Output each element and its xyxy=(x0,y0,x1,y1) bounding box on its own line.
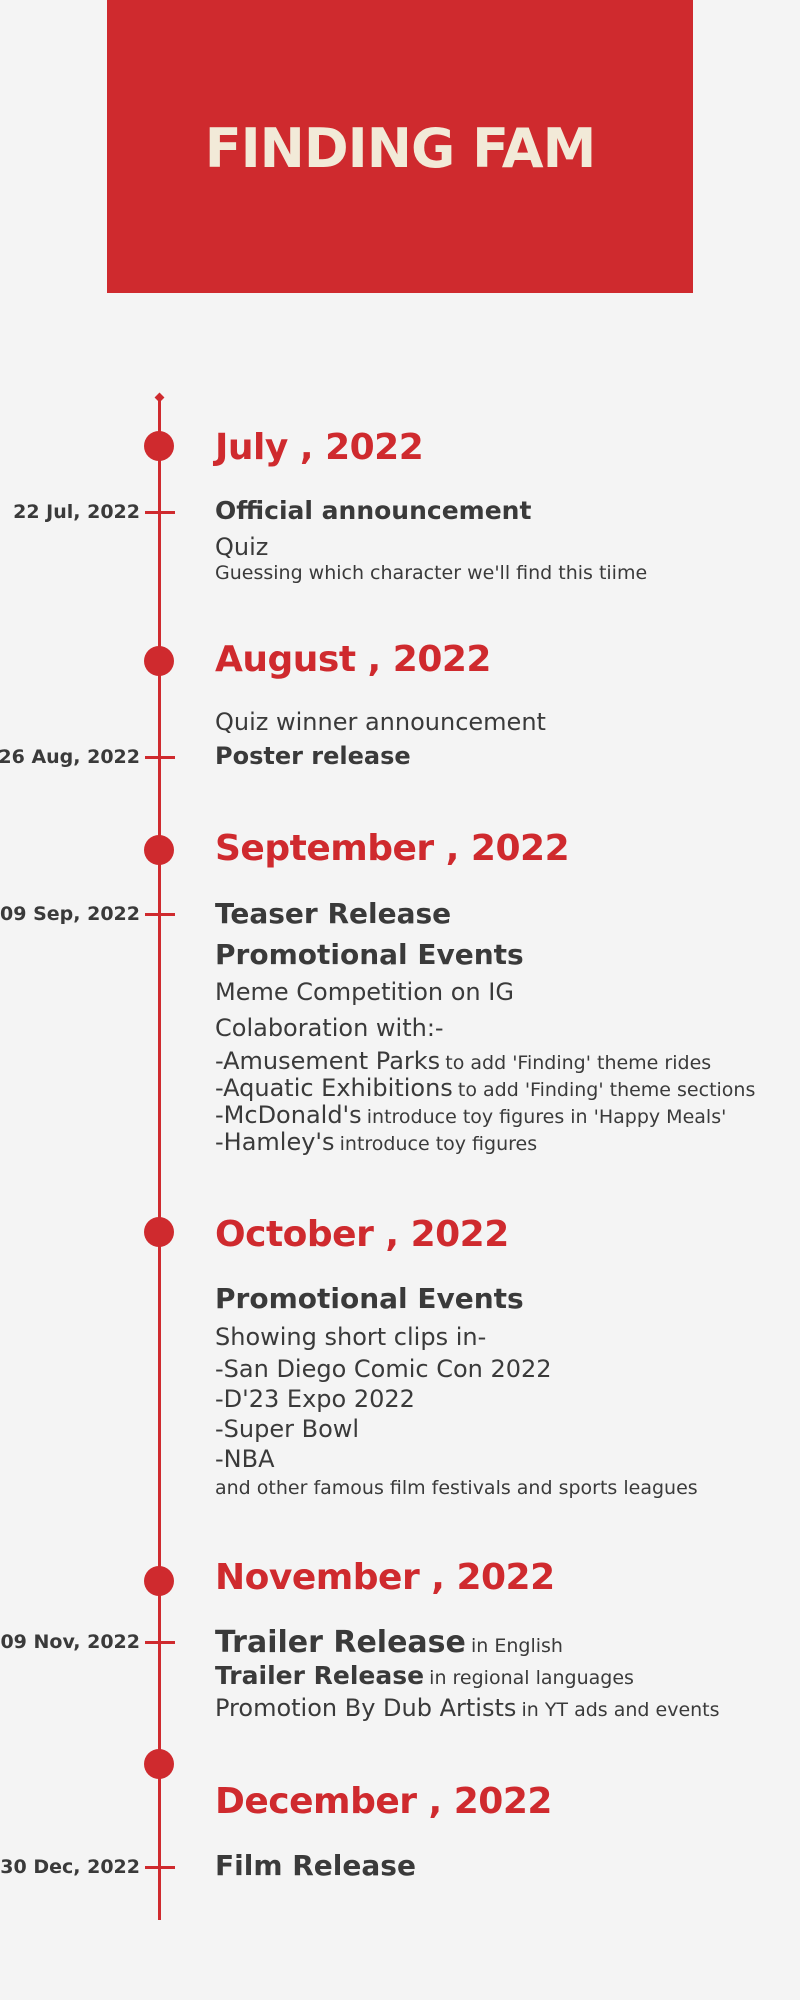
dub-artists-label: Promotion By Dub Artists xyxy=(215,1694,517,1722)
milestone-dot-august xyxy=(144,646,174,676)
collab-name: -McDonald's xyxy=(215,1101,362,1129)
collab-name: -Aquatic Exhibitions xyxy=(215,1074,453,1102)
date-tick-aug xyxy=(145,756,175,759)
collab-item: -McDonald's introduce toy figures in 'Ha… xyxy=(215,1101,727,1130)
month-heading-december: December , 2022 xyxy=(215,1781,552,1822)
date-tick-nov xyxy=(145,1641,175,1644)
meme-competition: Meme Competition on IG xyxy=(215,978,514,1006)
promotional-events-oct: Promotional Events xyxy=(215,1282,524,1315)
page-title: FINDING FAM xyxy=(204,117,597,180)
date-label-sep: 09 Sep, 2022 xyxy=(0,903,140,925)
event-item: -D'23 Expo 2022 xyxy=(215,1385,415,1413)
date-label-dec: 30 Dec, 2022 xyxy=(0,1856,140,1878)
poster-release: Poster release xyxy=(215,742,411,770)
milestone-dot-december xyxy=(144,1749,174,1779)
title-banner: FINDING FAM xyxy=(107,0,693,293)
dub-artists-promotion: Promotion By Dub Artists in YT ads and e… xyxy=(215,1694,720,1723)
month-heading-november: November , 2022 xyxy=(215,1557,555,1598)
timeline-line xyxy=(158,398,161,1920)
collab-name: -Amusement Parks xyxy=(215,1047,441,1075)
quiz-label: Quiz xyxy=(215,533,269,561)
milestone-dot-november xyxy=(144,1566,174,1596)
dub-artists-desc: in YT ads and events xyxy=(521,1699,720,1721)
date-label-jul: 22 Jul, 2022 xyxy=(13,501,140,523)
date-label-aug: 26 Aug, 2022 xyxy=(0,746,140,768)
month-heading-september: September , 2022 xyxy=(215,828,570,869)
date-tick-jul xyxy=(145,511,175,514)
collaboration-heading: Colaboration with:- xyxy=(215,1014,444,1042)
timeline-start-cap xyxy=(154,392,165,403)
collab-desc: introduce toy figures xyxy=(339,1133,538,1155)
other-events-note: and other famous film festivals and spor… xyxy=(215,1477,698,1499)
milestone-dot-september xyxy=(144,835,174,865)
collab-item: -Aquatic Exhibitions to add 'Finding' th… xyxy=(215,1074,756,1103)
collab-item: -Amusement Parks to add 'Finding' theme … xyxy=(215,1047,712,1076)
event-item: -Super Bowl xyxy=(215,1415,360,1443)
quiz-description: Guessing which character we'll find this… xyxy=(215,562,648,584)
trailer-release-label: Trailer Release xyxy=(215,1661,425,1690)
month-heading-july: July , 2022 xyxy=(215,427,424,468)
date-label-nov: 09 Nov, 2022 xyxy=(0,1631,140,1653)
event-item: -NBA xyxy=(215,1445,275,1473)
short-clips-heading: Showing short clips in- xyxy=(215,1323,487,1351)
trailer-release-english: Trailer Release in English xyxy=(215,1625,563,1661)
date-tick-dec xyxy=(145,1866,175,1869)
date-tick-sep xyxy=(145,913,175,916)
trailer-release-desc: in regional languages xyxy=(429,1667,634,1689)
collab-desc: to add 'Finding' theme sections xyxy=(457,1079,756,1101)
promotional-events-sep: Promotional Events xyxy=(215,938,524,971)
official-announcement: Official announcement xyxy=(215,496,532,525)
trailer-release-desc: in English xyxy=(470,1635,563,1657)
collab-name: -Hamley's xyxy=(215,1128,335,1156)
trailer-release-regional: Trailer Release in regional languages xyxy=(215,1661,634,1691)
film-release: Film Release xyxy=(215,1849,416,1882)
teaser-release: Teaser Release xyxy=(215,897,452,930)
collab-desc: to add 'Finding' theme rides xyxy=(445,1052,712,1074)
month-heading-october: October , 2022 xyxy=(215,1214,509,1255)
collab-desc: introduce toy figures in 'Happy Meals' xyxy=(366,1106,727,1128)
event-item: -San Diego Comic Con 2022 xyxy=(215,1355,552,1383)
collab-item: -Hamley's introduce toy figures xyxy=(215,1128,538,1157)
milestone-dot-july xyxy=(144,431,174,461)
milestone-dot-october xyxy=(144,1217,174,1247)
trailer-release-label: Trailer Release xyxy=(215,1625,466,1660)
month-heading-august: August , 2022 xyxy=(215,639,491,680)
quiz-winner-announcement: Quiz winner announcement xyxy=(215,708,546,736)
